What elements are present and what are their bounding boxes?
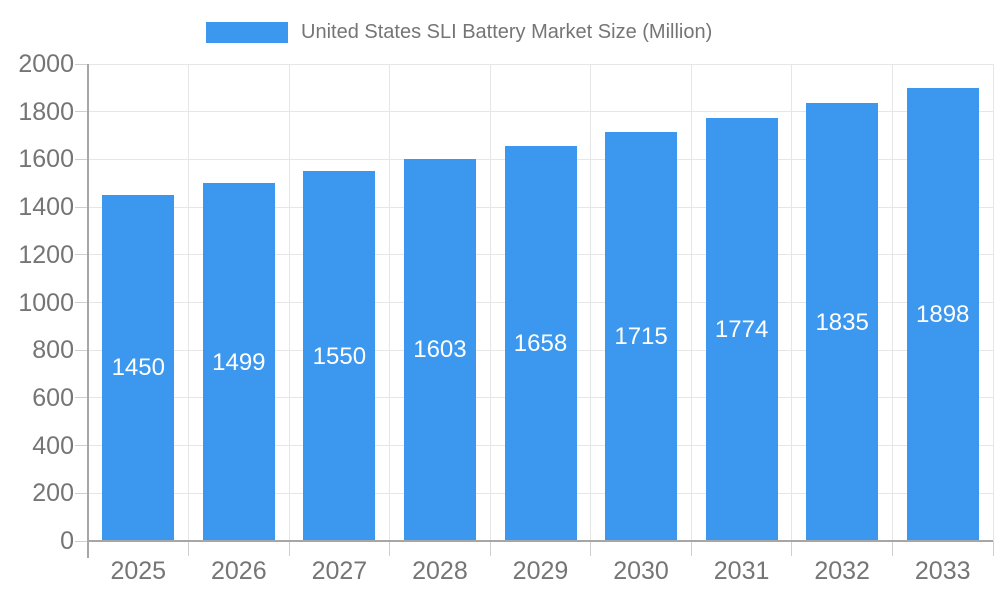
x-axis-label: 2033 [914,557,971,585]
x-tick [288,541,290,556]
gridline-h [88,63,993,65]
y-axis-label: 200 [32,479,74,508]
y-tick [75,111,88,113]
y-tick [75,302,88,303]
y-axis-label: 2000 [18,50,74,78]
gridline-v [288,64,290,541]
bar-2026[interactable]: 1499 [202,183,275,541]
x-axis-label: 2029 [512,557,569,585]
y-axis-label: 1200 [18,240,74,269]
x-axis-label: 2030 [613,557,669,585]
gridline-v [389,64,391,541]
bar-value-label: 1603 [413,336,467,364]
bar-value-label: 1898 [916,300,970,328]
y-tick [75,397,88,399]
y-axis-label: 1800 [18,97,74,126]
x-axis-label: 2027 [311,557,368,585]
bar-2028[interactable]: 1603 [403,158,476,541]
x-tick [389,541,391,556]
x-tick [891,541,893,556]
x-tick [188,541,190,556]
y-axis-label: 1400 [18,193,74,222]
y-tick [75,445,88,447]
x-tick [992,541,994,556]
bar-2033[interactable]: 1898 [906,88,979,541]
y-axis-label: 0 [60,527,74,555]
y-axis-label: 800 [32,336,74,365]
x-axis-label: 2028 [412,557,468,585]
x-axis-label: 2032 [814,557,870,585]
y-tick [75,254,88,256]
bar-2025[interactable]: 1450 [102,195,175,541]
x-tick [590,541,592,556]
y-tick [75,349,88,351]
y-axis-line [87,64,89,558]
bar-value-label: 1774 [714,315,769,343]
y-axis-label: 1600 [18,145,74,174]
y-axis-label: 600 [32,383,74,412]
bar-2032[interactable]: 1835 [806,103,879,541]
y-axis-label: 1000 [18,288,74,317]
gridline-v [188,64,190,541]
gridline-v [891,64,893,541]
x-axis-label: 2025 [110,557,167,585]
x-tick [690,541,692,556]
y-tick [75,492,88,494]
gridline-v [489,64,491,541]
gridline-v [992,64,994,541]
bar-2030[interactable]: 1715 [605,131,678,541]
legend[interactable]: United States SLI Battery Market Size (M… [206,21,712,44]
x-axis-line [88,540,993,542]
y-tick [75,63,88,65]
x-tick [791,541,793,556]
bar-2031[interactable]: 1774 [705,117,778,541]
gridline-v [690,64,692,541]
bar-value-label: 1658 [513,329,568,357]
x-axis-label: 2026 [211,557,267,585]
bar-value-label: 1499 [212,348,266,376]
gridline-h [88,111,993,113]
gridline-v [590,64,592,541]
bar-value-label: 1550 [312,342,367,370]
y-tick [75,540,88,542]
bar-2027[interactable]: 1550 [303,171,376,541]
gridline-v [791,64,793,541]
legend-label: United States SLI Battery Market Size (M… [301,21,713,43]
bar-2029[interactable]: 1658 [504,145,577,541]
legend-swatch [206,22,288,43]
y-tick [75,206,88,208]
bar-value-label: 1450 [111,354,165,382]
bar-value-label: 1715 [614,322,668,350]
y-tick [75,158,88,160]
y-axis-label: 400 [32,431,74,460]
bar-value-label: 1835 [815,308,869,336]
x-tick [489,541,491,556]
x-axis-label: 2031 [713,557,770,585]
